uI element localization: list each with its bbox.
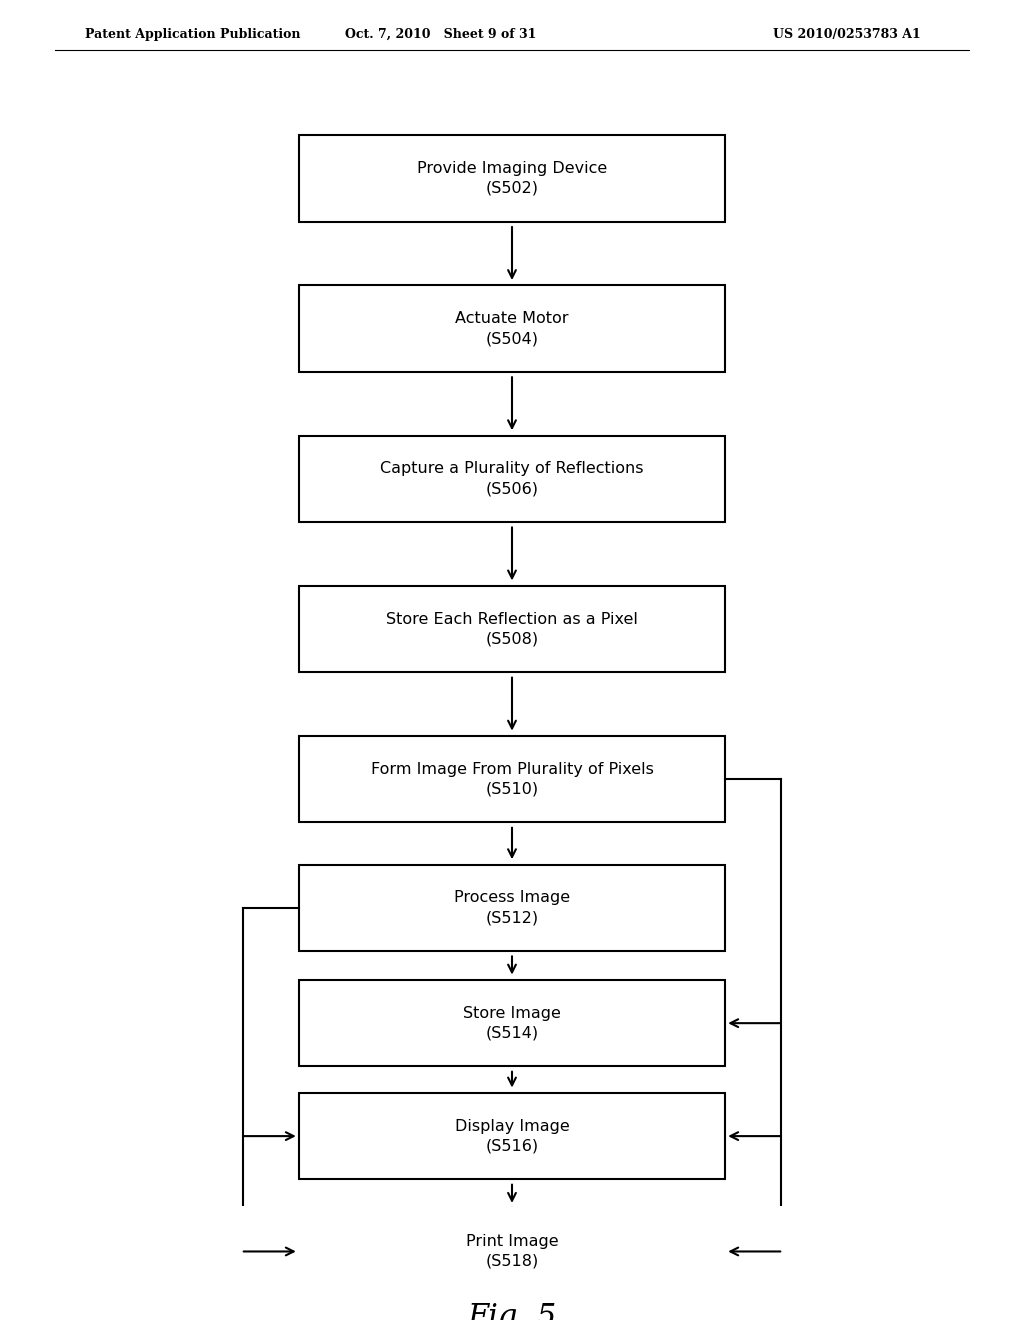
- Text: US 2010/0253783 A1: US 2010/0253783 A1: [773, 28, 921, 41]
- Text: Oct. 7, 2010   Sheet 9 of 31: Oct. 7, 2010 Sheet 9 of 31: [345, 28, 537, 41]
- FancyBboxPatch shape: [299, 1208, 725, 1295]
- Text: Fig. 5: Fig. 5: [467, 1302, 557, 1320]
- FancyBboxPatch shape: [299, 135, 725, 222]
- Text: Display Image
(S516): Display Image (S516): [455, 1119, 569, 1154]
- FancyBboxPatch shape: [299, 285, 725, 372]
- Text: Patent Application Publication: Patent Application Publication: [85, 28, 301, 41]
- FancyBboxPatch shape: [299, 979, 725, 1067]
- Text: Store Each Reflection as a Pixel
(S508): Store Each Reflection as a Pixel (S508): [386, 611, 638, 647]
- FancyBboxPatch shape: [299, 865, 725, 952]
- FancyBboxPatch shape: [299, 436, 725, 523]
- Text: Provide Imaging Device
(S502): Provide Imaging Device (S502): [417, 161, 607, 195]
- Text: Form Image From Plurality of Pixels
(S510): Form Image From Plurality of Pixels (S51…: [371, 762, 653, 797]
- Text: Capture a Plurality of Reflections
(S506): Capture a Plurality of Reflections (S506…: [380, 462, 644, 496]
- FancyBboxPatch shape: [299, 737, 725, 822]
- Text: Store Image
(S514): Store Image (S514): [463, 1006, 561, 1040]
- Text: Actuate Motor
(S504): Actuate Motor (S504): [456, 312, 568, 346]
- FancyBboxPatch shape: [299, 1093, 725, 1179]
- Text: Print Image
(S518): Print Image (S518): [466, 1234, 558, 1269]
- Text: Process Image
(S512): Process Image (S512): [454, 891, 570, 925]
- FancyBboxPatch shape: [299, 586, 725, 672]
